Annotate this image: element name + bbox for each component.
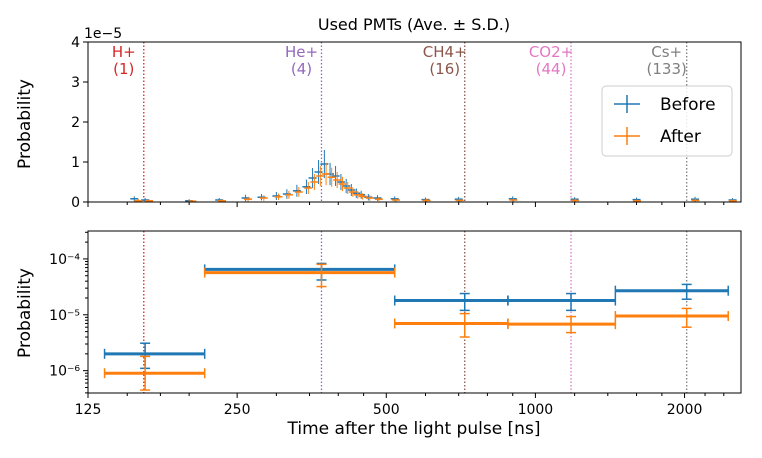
bottom-y-tick-label-0: 10⁻⁶ bbox=[49, 364, 80, 380]
top-y-tick-label-1: 1 bbox=[71, 155, 80, 171]
top-series bbox=[130, 150, 737, 202]
bottom-y-tick-label-2: 10⁻⁴ bbox=[49, 252, 80, 268]
top-y-tick-label-2: 2 bbox=[71, 115, 80, 131]
ion-label-0: H+ bbox=[112, 43, 136, 61]
top-y-tick-label-0: 0 bbox=[71, 195, 80, 211]
ion-label-1: He+ bbox=[285, 43, 318, 61]
x-tick-label-3: 1000 bbox=[518, 402, 554, 418]
bottom-panel: Probability Time after the light pulse [… bbox=[15, 202, 742, 439]
top-panel: Used PMTs (Ave. ± S.D.) 1e−5 Probability… bbox=[15, 15, 742, 211]
legend-marker-before bbox=[614, 95, 640, 113]
x-tick-label-1: 250 bbox=[224, 402, 251, 418]
ion-mass-1: (4) bbox=[291, 60, 312, 78]
ion-mass-2: (16) bbox=[429, 60, 460, 78]
ion-mass-0: (1) bbox=[113, 60, 134, 78]
ion-label-3: CO2+ bbox=[529, 43, 573, 61]
top-y-scale-label: 1e−5 bbox=[84, 26, 122, 42]
x-tick-label-0: 125 bbox=[75, 402, 102, 418]
chart-title: Used PMTs (Ave. ± S.D.) bbox=[318, 15, 510, 34]
bottom-series bbox=[103, 262, 729, 391]
legend-label-before: Before bbox=[660, 95, 716, 115]
bottom-plot-frame bbox=[87, 230, 742, 394]
top-series-after bbox=[134, 162, 737, 202]
legend-marker-after bbox=[614, 127, 640, 145]
top-plot-frame bbox=[87, 41, 742, 203]
top-y-axis-label: Probability bbox=[15, 79, 35, 169]
ion-mass-3: (44) bbox=[536, 60, 567, 78]
legend: Before After bbox=[601, 85, 733, 157]
top-y-tick-label-4: 4 bbox=[71, 35, 80, 51]
ion-mass-4: (133) bbox=[647, 60, 687, 78]
top-ion-lines: H+(1) He+(4) CH4+(16) CO2+(44) Cs+(133) bbox=[112, 42, 688, 202]
x-tick-label-2: 500 bbox=[373, 402, 400, 418]
x-tick-label-4: 2000 bbox=[667, 402, 703, 418]
ion-label-4: Cs+ bbox=[651, 43, 682, 61]
top-y-tick-label-3: 3 bbox=[71, 75, 80, 91]
bottom-y-axis-label: Probability bbox=[15, 268, 35, 358]
bottom-series-after bbox=[103, 263, 729, 391]
bottom-y-tick-label-1: 10⁻⁵ bbox=[49, 308, 80, 324]
x-axis-label: Time after the light pulse [ns] bbox=[287, 419, 541, 439]
ion-label-2: CH4+ bbox=[423, 43, 467, 61]
top-y-ticks: 0 1 2 3 4 bbox=[71, 35, 88, 211]
bottom-series-before bbox=[103, 262, 729, 370]
legend-label-after: After bbox=[660, 127, 701, 147]
